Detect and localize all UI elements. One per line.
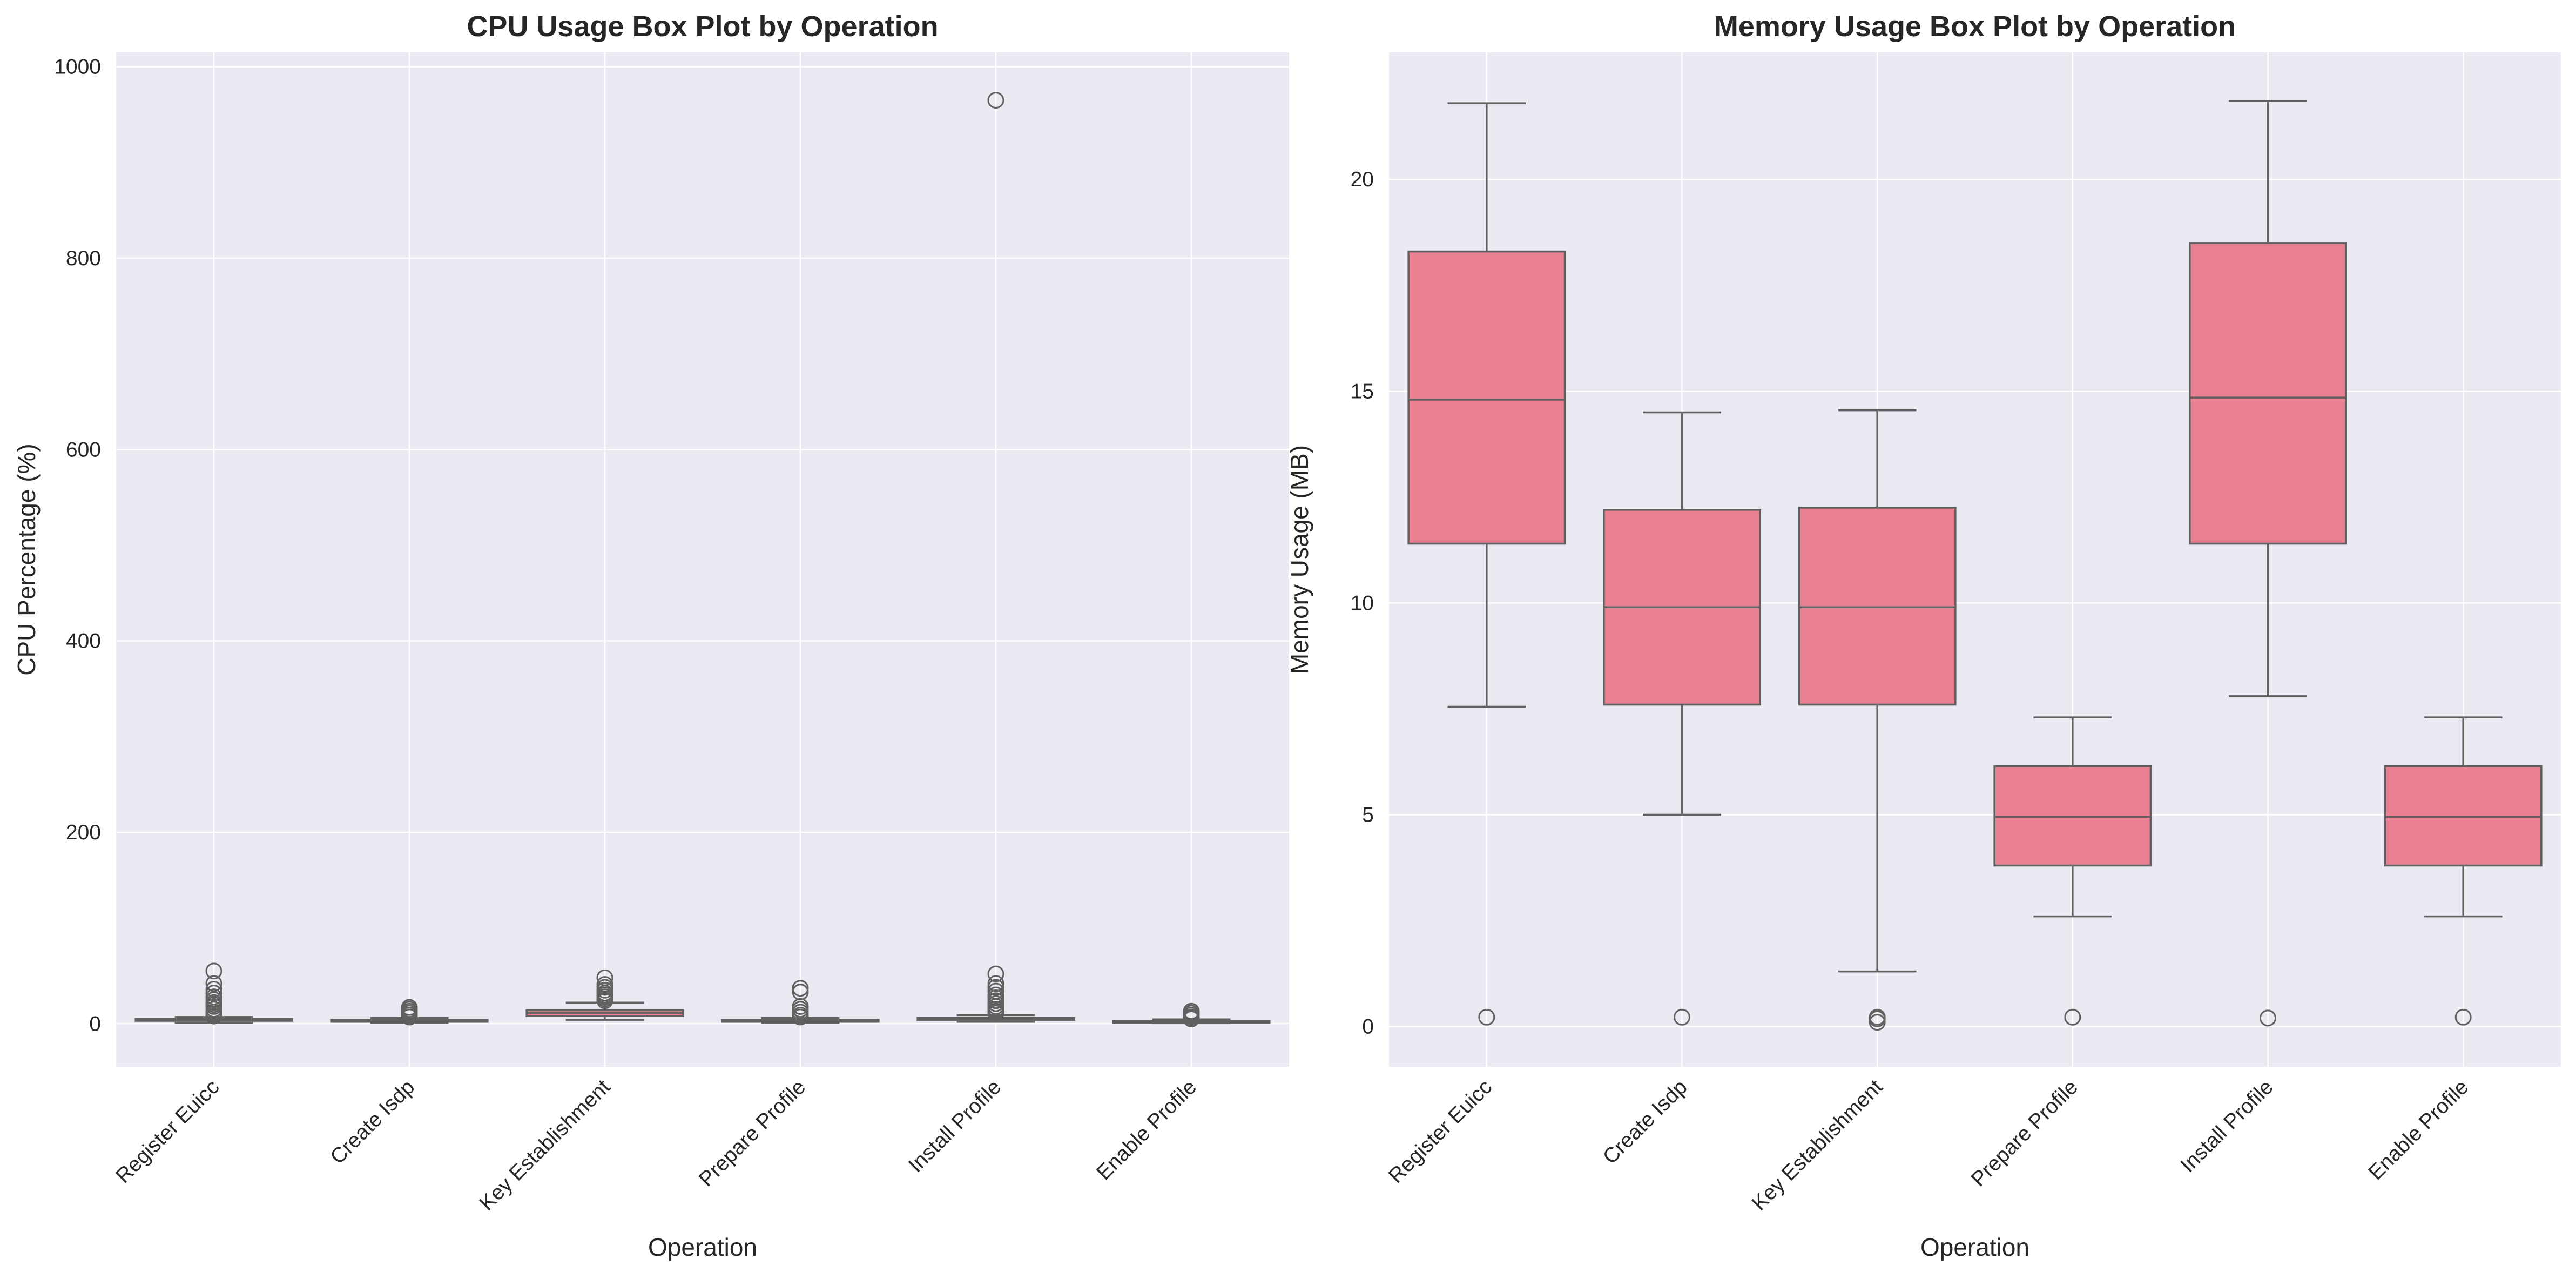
x-tick-label: Install Profile (904, 1075, 1006, 1177)
outlier-point (1478, 1008, 1495, 1026)
x-tick-label: Key Establishment (1748, 1075, 1887, 1215)
outlier-point (1869, 1008, 1886, 1026)
chart-title: CPU Usage Box Plot by Operation (467, 10, 938, 43)
x-tick-label: Create Isdp (1599, 1075, 1692, 1169)
x-tick-label: Key Establishment (475, 1075, 615, 1215)
x-tick-label: Prepare Profile (694, 1075, 810, 1191)
outlier-point (205, 980, 222, 998)
outlier-point (205, 988, 222, 1006)
cpu-usage-chart: 0 200 400 600 800 1000 Register Euicc Create Is… (12, 10, 1289, 1261)
box-enable-profile (1112, 1002, 1271, 1027)
y-tick-label: 200 (66, 821, 101, 844)
outlier-point (2260, 1009, 2276, 1027)
outlier-point (987, 965, 1004, 982)
iqr-box (1798, 507, 1957, 706)
outlier-point (205, 985, 222, 1002)
outlier-point (205, 975, 222, 992)
x-tick-label: Register Euicc (1384, 1075, 1496, 1188)
x-tick-label: Enable Profile (1092, 1075, 1201, 1184)
outlier-point (596, 976, 613, 993)
y-axis-label: CPU Percentage (%) (12, 443, 41, 676)
x-tick-label: Prepare Profile (1967, 1075, 2082, 1191)
iqr-box (1407, 250, 1566, 545)
outlier-point (2454, 1008, 2472, 1026)
iqr-box (2384, 765, 2543, 867)
outlier-point (987, 975, 1004, 992)
x-tick-label: Create Isdp (326, 1075, 419, 1169)
x-tick-label: Enable Profile (2364, 1075, 2473, 1184)
y-tick-label: 600 (66, 438, 101, 461)
outlier-point (1674, 1008, 1690, 1026)
outlier-point (792, 984, 809, 1001)
outlier-point (2064, 1008, 2081, 1026)
box-create-isdp (330, 999, 489, 1026)
box-key-establishment (525, 969, 684, 1021)
box-register-euicc (134, 962, 293, 1025)
outlier-point (1183, 1002, 1200, 1020)
outlier-point (596, 969, 613, 986)
y-tick-label: 800 (66, 247, 101, 270)
box-prepare-profile (721, 980, 880, 1026)
memory-usage-chart: 0 5 10 15 20 Register Euicc Create Isdp Key Est… (1285, 10, 2561, 1261)
y-tick-label: 10 (1351, 591, 1374, 615)
outlier-point (987, 986, 1004, 1004)
box-install-profile (2189, 100, 2347, 1027)
box-register-euicc (1407, 102, 1566, 1026)
y-axis-label: Memory Usage (MB) (1285, 445, 1313, 674)
box-key-establishment (1798, 409, 1957, 1031)
box-install-profile (916, 92, 1075, 1023)
x-axis-label: Operation (648, 1233, 757, 1261)
y-tick-label: 0 (89, 1012, 101, 1035)
y-tick-label: 0 (1362, 1015, 1374, 1039)
y-tick-label: 20 (1351, 168, 1374, 191)
outlier-point (205, 962, 222, 980)
y-tick-label: 400 (66, 630, 101, 653)
x-axis-label: Operation (1920, 1233, 2029, 1261)
box-create-isdp (1603, 411, 1761, 1026)
outlier-point (987, 92, 1004, 109)
outlier-point (987, 979, 1004, 996)
x-tick-label: Register Euicc (111, 1075, 224, 1188)
plot-area (1389, 52, 2561, 1067)
iqr-box (1993, 765, 2152, 867)
iqr-box (2189, 242, 2347, 545)
y-tick-label: 5 (1362, 803, 1374, 826)
y-tick-label: 15 (1351, 380, 1374, 403)
plot-area (116, 52, 1289, 1067)
y-tick-label: 1000 (54, 56, 101, 79)
outlier-point (792, 980, 809, 997)
box-prepare-profile (1993, 716, 2152, 1026)
outlier-point (987, 982, 1004, 1000)
box-enable-profile (2384, 716, 2543, 1026)
x-tick-label: Install Profile (2176, 1075, 2278, 1177)
chart-title: Memory Usage Box Plot by Operation (1714, 10, 2236, 43)
outlier-point (401, 999, 418, 1016)
